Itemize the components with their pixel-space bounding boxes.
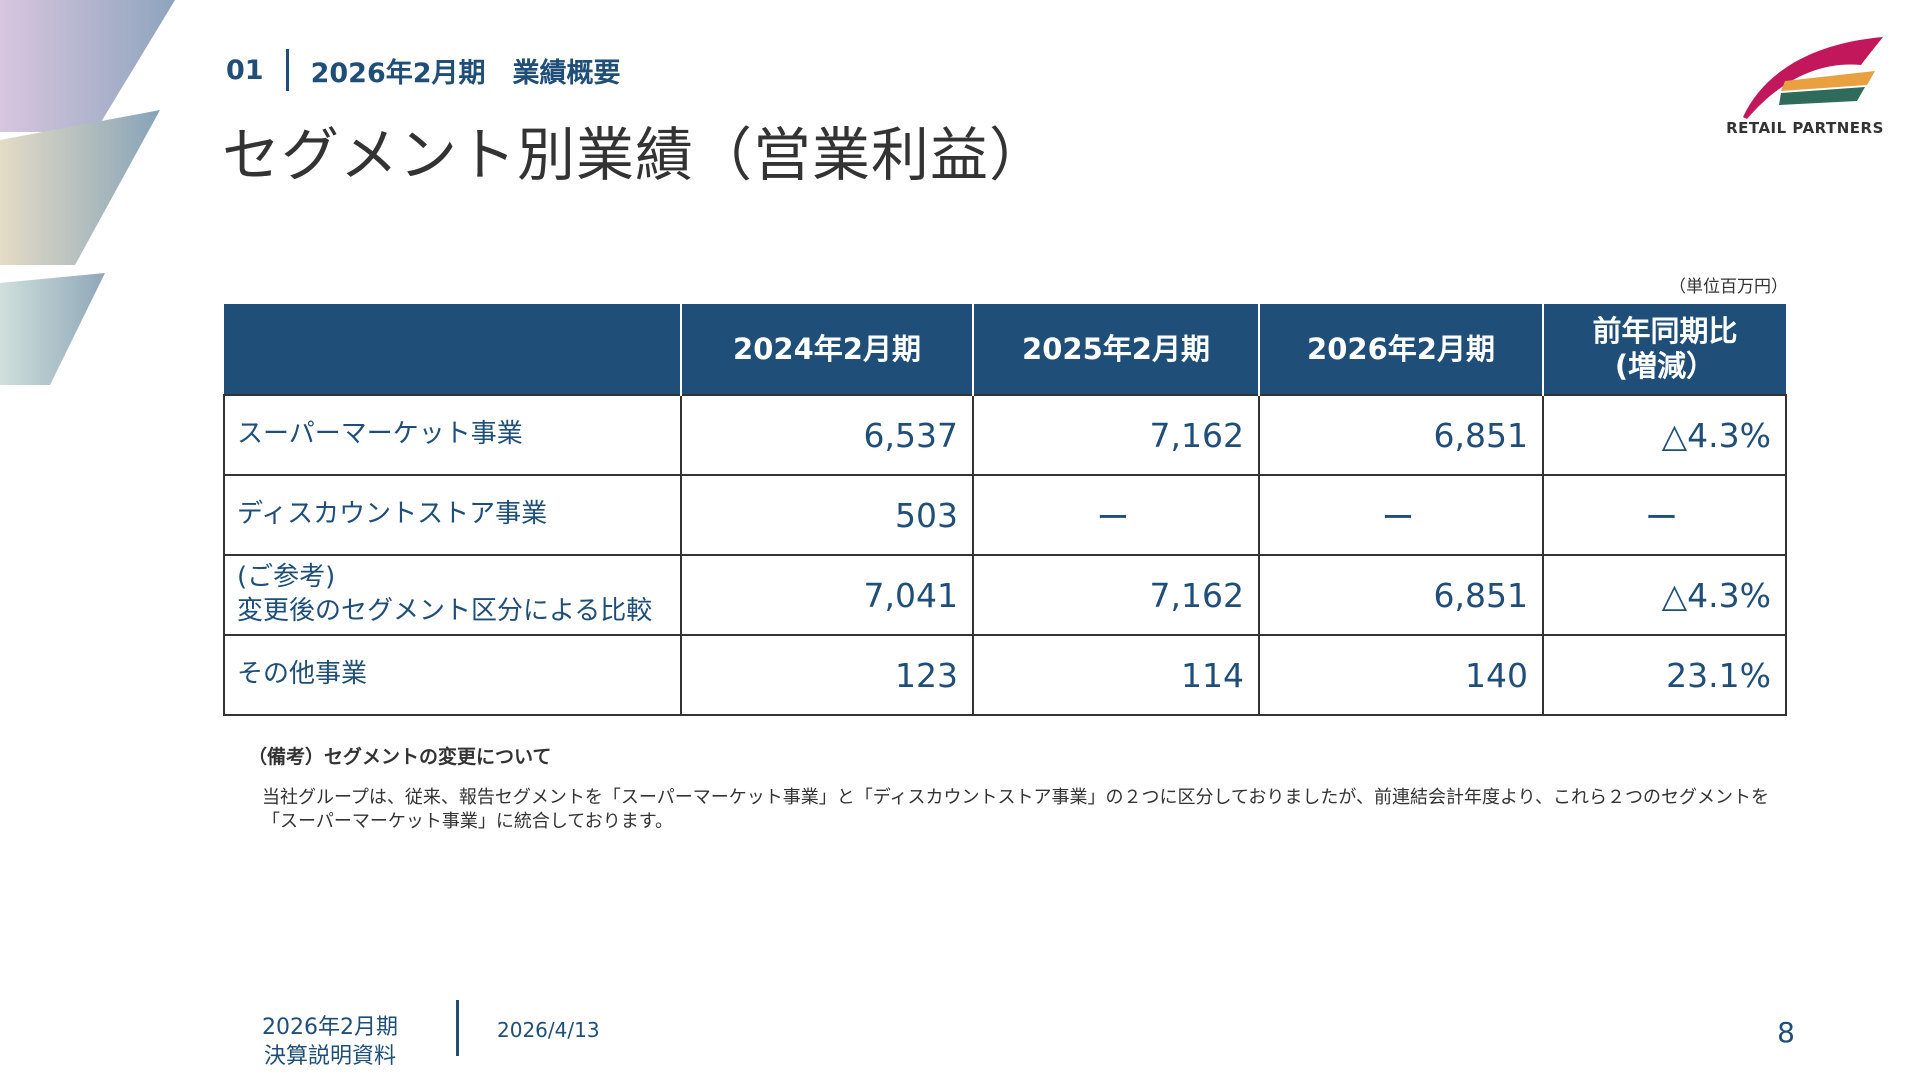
footer-doc-title: 2026年2月期 決算説明資料 xyxy=(262,1015,398,1069)
table-cell: △4.3% xyxy=(1542,554,1787,636)
section-heading: 01 2026年2月期 業績概要 xyxy=(226,49,621,91)
table-row: ディスカウントストア事業 503 ー ー ー xyxy=(223,474,1787,556)
company-logo: RETAIL PARTNERS xyxy=(1725,35,1885,145)
table-cell: 140 xyxy=(1258,634,1544,716)
header-cell-fy2026: 2026年2月期 xyxy=(1258,304,1543,395)
row-label: (ご参考) 変更後のセグメント区分による比較 xyxy=(223,554,682,636)
table-cell: 6,537 xyxy=(680,394,974,476)
table-cell: ー xyxy=(1542,474,1787,556)
table-cell: ー xyxy=(1258,474,1544,556)
table-cell: △4.3% xyxy=(1542,394,1787,476)
logo-text: RETAIL PARTNERS xyxy=(1726,119,1884,137)
logo-mark-icon xyxy=(1743,37,1883,119)
decorative-ribbons xyxy=(0,0,175,385)
page-number: 8 xyxy=(1777,1016,1795,1049)
table-header-row: 2024年2月期 2025年2月期 2026年2月期 前年同期比 (増減） xyxy=(224,304,1786,395)
table-cell: 7,162 xyxy=(972,394,1260,476)
table-row: スーパーマーケット事業 6,537 7,162 6,851 △4.3% xyxy=(223,394,1787,476)
table-cell: 503 xyxy=(680,474,974,556)
row-label: その他事業 xyxy=(223,634,682,716)
header-cell-yoy: 前年同期比 (増減） xyxy=(1542,304,1786,395)
notes-body: 当社グループは、従来、報告セグメントを「スーパーマーケット事業」と「ディスカウン… xyxy=(262,787,1769,833)
table-cell: 7,162 xyxy=(972,554,1260,636)
row-label: スーパーマーケット事業 xyxy=(223,394,682,476)
row-label: ディスカウントストア事業 xyxy=(223,474,682,556)
slide-title: セグメント別業績（営業利益） xyxy=(222,121,1049,189)
table-cell: 6,851 xyxy=(1258,394,1544,476)
notes-title: （備考）セグメントの変更について xyxy=(248,746,552,768)
table-cell: 7,041 xyxy=(680,554,974,636)
header-cell-fy2025: 2025年2月期 xyxy=(972,304,1259,395)
table-row: その他事業 123 114 140 23.1% xyxy=(223,634,1787,716)
unit-note: （単位百万円） xyxy=(1669,277,1788,297)
table-cell: 6,851 xyxy=(1258,554,1544,636)
header-cell-fy2024: 2024年2月期 xyxy=(680,304,973,395)
table-row: (ご参考) 変更後のセグメント区分による比較 7,041 7,162 6,851… xyxy=(223,554,1787,636)
section-title: 2026年2月期 業績概要 xyxy=(310,57,621,89)
footer-date: 2026/4/13 xyxy=(497,1018,600,1042)
section-divider xyxy=(285,49,289,91)
section-number: 01 xyxy=(226,54,264,86)
table-cell: 23.1% xyxy=(1542,634,1787,716)
footer-divider xyxy=(456,1000,459,1056)
header-cell-blank xyxy=(224,304,681,395)
table-cell: ー xyxy=(972,474,1260,556)
table-cell: 114 xyxy=(972,634,1260,716)
table-cell: 123 xyxy=(680,634,974,716)
segment-table: 2024年2月期 2025年2月期 2026年2月期 前年同期比 (増減） スー… xyxy=(223,304,1787,716)
